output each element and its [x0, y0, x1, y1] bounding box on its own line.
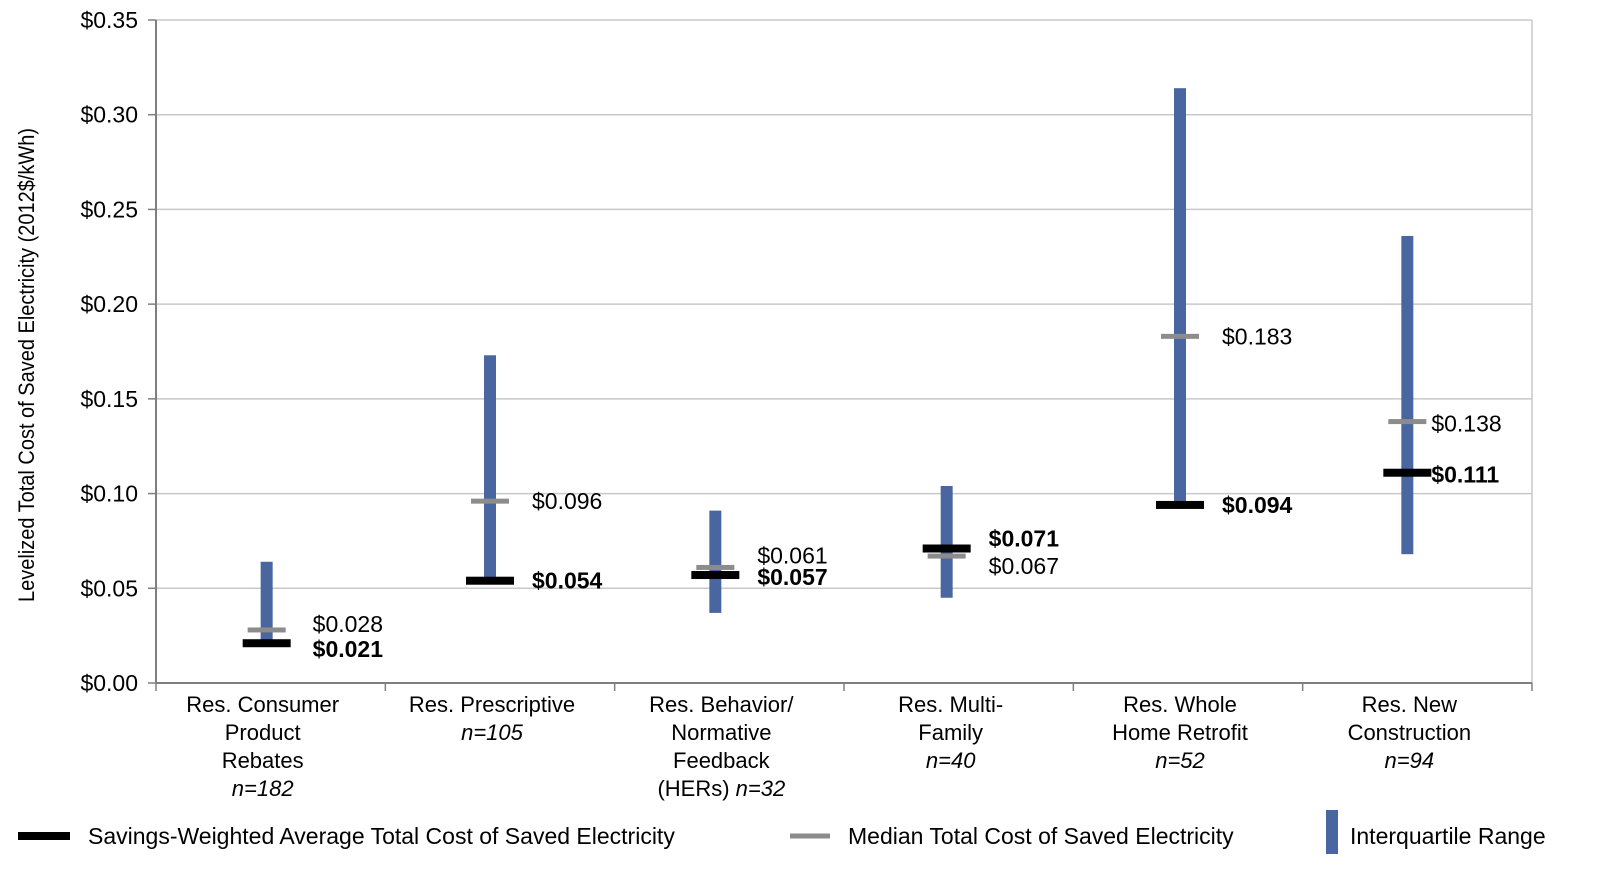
x-category-label: n=94	[1385, 748, 1435, 773]
data-marks	[243, 88, 1432, 647]
axes: $0.00 $0.05 $0.10 $0.15 $0.20 $0.25 $0.30 $0.35…	[80, 7, 1532, 801]
legend-weighted-average-label: Savings-Weighted Average Total Cost of S…	[88, 823, 675, 849]
x-category-label-text: Product	[225, 720, 301, 745]
weighted-average-value-label: $0.071	[989, 526, 1060, 552]
x-category-label-text: Normative	[671, 720, 771, 745]
x-category-label-text: Res. Prescriptive	[409, 692, 575, 717]
median-marker	[696, 565, 734, 570]
x-category-label: n=105	[461, 720, 524, 745]
weighted-average-value-label: $0.054	[532, 568, 603, 594]
weighted-average-marker	[466, 577, 514, 585]
x-category-label-text: (HERs)	[657, 776, 735, 801]
y-axis-title: Levelized Total Cost of Saved Electricit…	[14, 128, 39, 602]
weighted-average-value-label: $0.057	[757, 564, 827, 590]
iqr-bar	[941, 486, 953, 598]
x-category-label-text: Res. Whole	[1123, 692, 1237, 717]
weighted-average-value-label: $0.094	[1222, 492, 1293, 518]
weighted-average-marker	[1156, 501, 1204, 509]
median-marker	[248, 627, 286, 632]
x-category-label-text: n=94	[1385, 748, 1435, 773]
iqr-bar	[709, 511, 721, 613]
legend-iqr-swatch	[1326, 810, 1338, 854]
x-category-label: n=40	[926, 748, 976, 773]
x-category-label-text: Family	[918, 720, 983, 745]
x-category-label-text: Res. Behavior/	[649, 692, 794, 717]
x-category-label-text: Res. New	[1362, 692, 1457, 717]
median-marker	[471, 499, 509, 504]
y-tick-label: $0.15	[80, 386, 138, 412]
x-category-label-text: n=182	[232, 776, 294, 801]
median-value-label: $0.067	[989, 553, 1059, 579]
weighted-average-marker	[923, 545, 971, 553]
x-category-label: n=52	[1155, 748, 1205, 773]
x-category-label: (HERs) n=32	[657, 776, 785, 801]
x-category-label: Family	[918, 720, 983, 745]
iqr-bar	[1174, 88, 1186, 509]
x-category-label: Product	[225, 720, 301, 745]
median-value-label: $0.096	[532, 488, 602, 514]
y-tick-label: $0.00	[80, 670, 138, 696]
x-category-label: Res. Consumer	[186, 692, 339, 717]
x-category-label: Rebates	[222, 748, 304, 773]
x-category-label: Normative	[671, 720, 771, 745]
x-category-label: Construction	[1348, 720, 1472, 745]
weighted-average-value-label: $0.111	[1431, 462, 1499, 488]
x-category-label-text: Res. Consumer	[186, 692, 339, 717]
legend-iqr-label: Interquartile Range	[1350, 823, 1546, 849]
x-category-label-sample-size: n=32	[736, 776, 786, 801]
x-category-label-text: Construction	[1348, 720, 1472, 745]
median-marker	[1388, 419, 1426, 424]
gridlines	[156, 20, 1532, 683]
x-category-label-text: n=105	[461, 720, 524, 745]
iqr-bar	[1401, 236, 1413, 554]
legend-median-swatch	[790, 834, 830, 839]
x-category-label: Res. New	[1362, 692, 1457, 717]
median-marker	[1161, 334, 1199, 339]
y-tick-label: $0.05	[80, 575, 138, 601]
median-value-label: $0.183	[1222, 323, 1292, 349]
weighted-average-value-label: $0.021	[313, 636, 384, 662]
y-tick-label: $0.25	[80, 196, 138, 222]
x-category-label: n=182	[232, 776, 294, 801]
x-category-label: Feedback	[673, 748, 771, 773]
x-category-label-text: n=40	[926, 748, 976, 773]
x-category-label-text: Home Retrofit	[1112, 720, 1248, 745]
weighted-average-marker	[691, 571, 739, 579]
x-category-label: Home Retrofit	[1112, 720, 1248, 745]
y-tick-label: $0.30	[80, 102, 138, 128]
legend-weighted-average-swatch	[18, 832, 70, 840]
median-marker	[928, 554, 966, 559]
weighted-average-marker	[243, 639, 291, 647]
x-category-label: Res. Whole	[1123, 692, 1237, 717]
legend: Savings-Weighted Average Total Cost of S…	[18, 810, 1546, 854]
x-category-label: Res. Multi-	[898, 692, 1003, 717]
legend-median-label: Median Total Cost of Saved Electricity	[848, 823, 1234, 849]
median-value-label: $0.138	[1431, 411, 1501, 437]
x-category-label-text: Res. Multi-	[898, 692, 1003, 717]
x-category-label-text: n=52	[1155, 748, 1205, 773]
x-category-label: Res. Behavior/	[649, 692, 794, 717]
iqr-bar	[484, 355, 496, 579]
x-category-label-text: Rebates	[222, 748, 304, 773]
y-tick-label: $0.20	[80, 291, 138, 317]
median-value-label: $0.028	[313, 611, 383, 637]
y-tick-label: $0.10	[80, 481, 138, 507]
x-category-label-text: Feedback	[673, 748, 771, 773]
x-category-label: Res. Prescriptive	[409, 692, 575, 717]
y-tick-label: $0.35	[80, 7, 138, 33]
weighted-average-marker	[1383, 469, 1431, 477]
